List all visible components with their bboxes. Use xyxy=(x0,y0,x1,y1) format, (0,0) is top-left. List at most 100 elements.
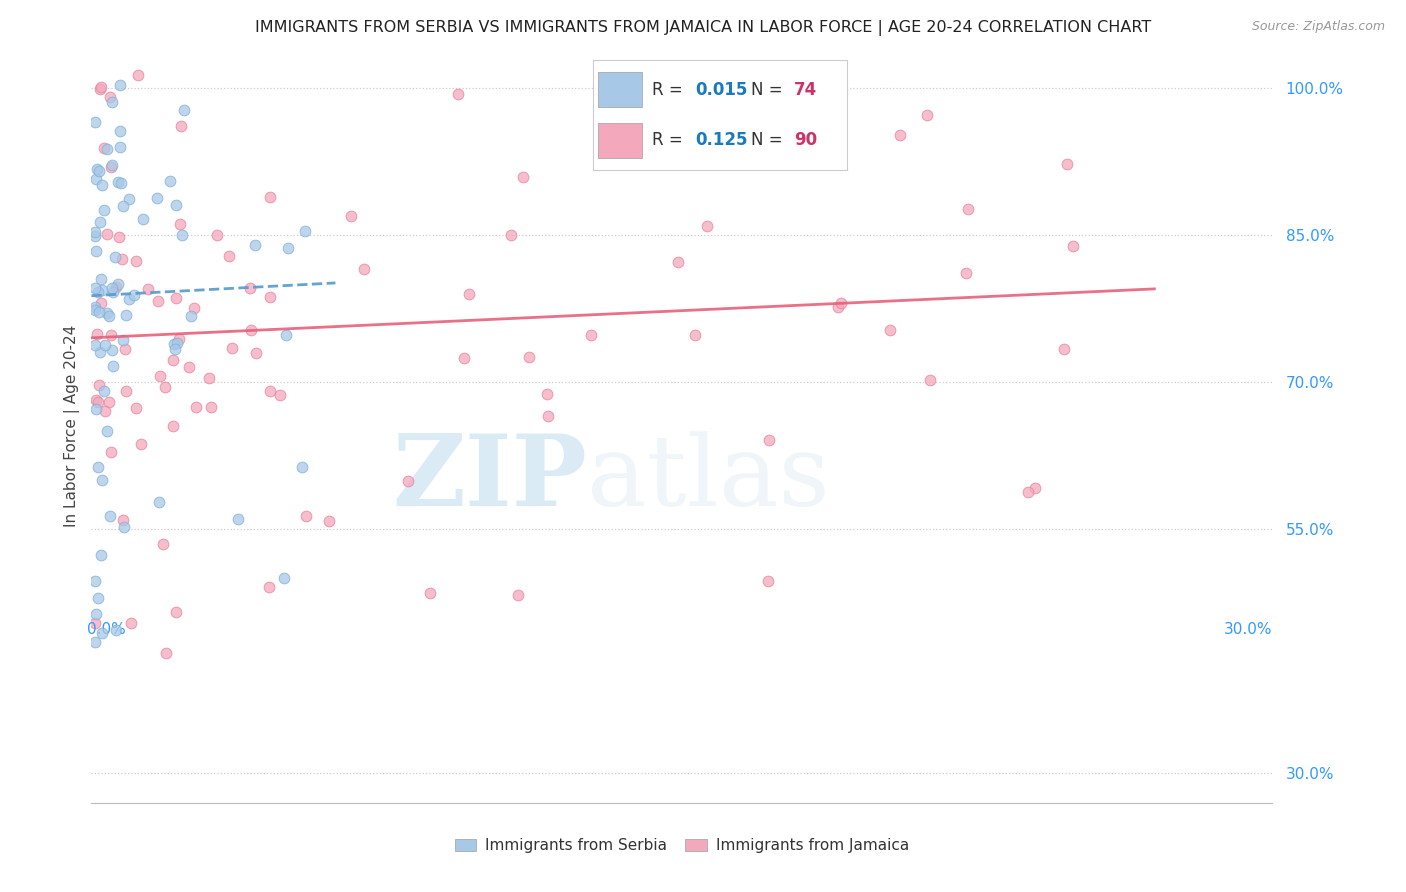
Point xyxy=(118,292,141,306)
Point xyxy=(162,418,184,433)
Point xyxy=(110,176,132,190)
Point xyxy=(696,219,718,234)
Point xyxy=(683,328,706,343)
Point xyxy=(101,280,124,294)
Point xyxy=(97,309,120,323)
Point xyxy=(108,229,131,244)
Text: ZIP: ZIP xyxy=(392,430,588,527)
Point xyxy=(453,351,475,365)
Point xyxy=(90,473,112,487)
Point xyxy=(84,615,107,630)
Point xyxy=(165,605,187,619)
Point xyxy=(86,395,108,409)
Point xyxy=(111,252,134,266)
Point xyxy=(165,291,187,305)
Point xyxy=(100,343,122,357)
Point xyxy=(165,343,187,357)
Point xyxy=(163,337,186,351)
Point xyxy=(259,384,281,399)
Point xyxy=(240,323,263,337)
Point xyxy=(131,212,153,227)
Point xyxy=(579,327,602,342)
Point xyxy=(90,79,112,94)
Point xyxy=(340,209,363,223)
Point xyxy=(84,244,107,258)
Point xyxy=(170,119,193,133)
Point xyxy=(104,250,127,264)
Point xyxy=(177,359,200,374)
Point xyxy=(447,87,470,102)
Point xyxy=(666,255,689,269)
Point xyxy=(105,279,128,293)
Point xyxy=(114,308,136,322)
Point xyxy=(93,384,115,399)
Point xyxy=(277,241,299,255)
Point xyxy=(1024,481,1046,495)
Point xyxy=(86,161,108,176)
Point xyxy=(89,378,111,392)
Point xyxy=(517,351,540,365)
Point xyxy=(499,228,522,243)
Point xyxy=(120,616,142,631)
Point xyxy=(198,370,221,384)
Point xyxy=(112,520,135,534)
Point xyxy=(84,172,107,186)
Point xyxy=(98,508,121,523)
Point xyxy=(96,227,118,241)
Point xyxy=(100,327,122,342)
Point xyxy=(419,585,441,599)
Point xyxy=(153,380,176,394)
Point xyxy=(920,373,942,387)
Point xyxy=(508,588,530,602)
Point xyxy=(94,338,117,352)
Point xyxy=(84,228,107,243)
Point xyxy=(84,281,107,295)
Point xyxy=(108,78,131,93)
Point xyxy=(87,591,110,605)
Point xyxy=(200,400,222,414)
Point xyxy=(84,225,107,239)
Point xyxy=(89,215,111,229)
Point xyxy=(86,326,108,341)
Point xyxy=(112,333,135,347)
Point xyxy=(146,191,169,205)
Point xyxy=(89,82,111,96)
Point xyxy=(955,266,977,280)
Point xyxy=(536,387,558,401)
Point xyxy=(291,459,314,474)
Point xyxy=(169,332,191,346)
Point xyxy=(125,401,148,415)
Point xyxy=(101,158,124,172)
Point xyxy=(100,444,122,458)
Point xyxy=(98,395,121,409)
Point xyxy=(84,574,107,588)
Point xyxy=(269,388,291,402)
Point xyxy=(756,574,779,588)
Point xyxy=(107,175,129,189)
Point xyxy=(84,337,107,351)
Point xyxy=(183,301,205,315)
Point xyxy=(84,114,107,128)
Point xyxy=(173,103,195,117)
Point xyxy=(125,254,148,268)
Point xyxy=(758,434,780,448)
Point xyxy=(84,393,107,408)
Point xyxy=(84,634,107,648)
Point xyxy=(94,403,117,417)
Point xyxy=(90,295,112,310)
Point xyxy=(1062,239,1084,253)
Point xyxy=(537,409,560,423)
Point xyxy=(122,288,145,302)
Point xyxy=(180,309,202,323)
Text: atlas: atlas xyxy=(588,431,830,526)
Point xyxy=(889,128,911,142)
Point xyxy=(96,142,118,156)
Point xyxy=(111,199,134,213)
Point xyxy=(84,607,107,622)
Point xyxy=(118,192,141,206)
Point xyxy=(98,90,121,104)
Text: 0.0%: 0.0% xyxy=(87,622,127,637)
Point xyxy=(127,68,149,82)
Legend: Immigrants from Serbia, Immigrants from Jamaica: Immigrants from Serbia, Immigrants from … xyxy=(449,832,915,859)
Point xyxy=(159,174,181,188)
